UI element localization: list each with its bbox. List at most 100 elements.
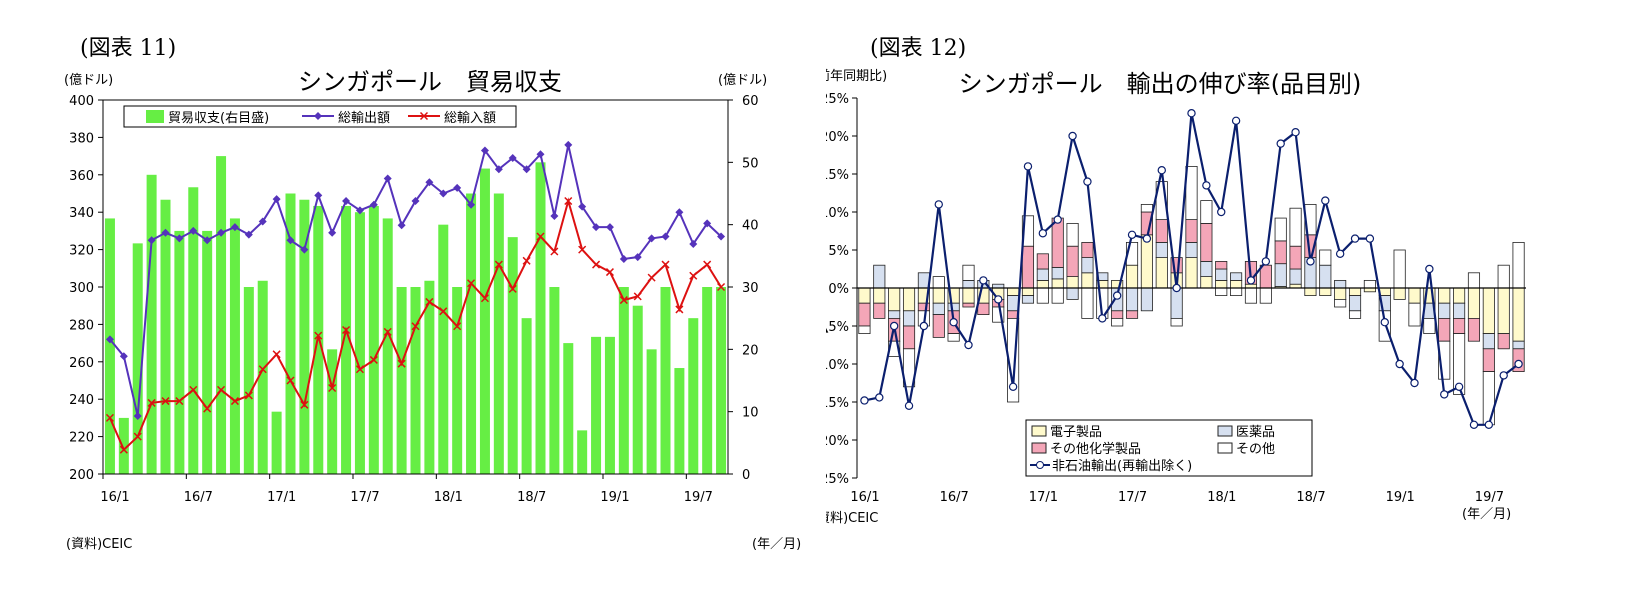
pharma-bar [873,264,886,289]
y-tick-label: 0% [828,282,849,297]
exports-point [564,140,573,149]
exports-point [133,412,142,421]
legend-imports-label: 総輸入額 [444,111,496,126]
y-tick-label: ▲5% [826,320,849,335]
exports-point [105,335,114,344]
exports-point [244,230,253,239]
x-tick-label: 18/7 [517,490,546,505]
y-left-tick-label: 220 [69,431,94,446]
exports-point [550,211,559,220]
y-left-tick-label: 360 [69,169,94,184]
x-unit-label: (年／月) [752,537,801,552]
balance-bar [202,230,213,474]
pharma-bar [888,310,901,319]
non-oil-exports-point [1276,139,1285,148]
x-tick-label: 18/7 [1296,490,1325,505]
other-bar [902,348,916,388]
non-oil-exports-point [1365,234,1375,243]
exports-point [647,234,656,243]
export-growth-chart: シンガポール 輸出の伸び率(品目別) (前年同期比) 25% 20% 15% 10% 5% 0… [826,68,1526,526]
other-bar [932,276,945,289]
x-tick-label: 16/7 [940,490,969,505]
imports-point [717,282,726,292]
non-oil-exports-point [1395,359,1404,369]
imports-point [147,398,156,407]
x-tick-label: 19/7 [1475,490,1504,505]
electronics-bar [1408,287,1421,304]
electronics-bar [1066,276,1079,289]
x-tick-label: 17/7 [1118,490,1147,505]
legend-electronics-swatch [1031,425,1047,437]
other-bar [1244,287,1258,304]
y-left-tick-label: 320 [69,244,94,259]
y-left-tick-label: 400 [69,94,94,109]
x-tick-label: 17/7 [350,490,379,505]
balance-bar [716,287,727,474]
non-oil-exports-point [919,321,929,331]
electronics-bar [1304,287,1317,296]
y-tick-label: 10% [826,206,849,221]
balance-bar [146,174,157,475]
other-bar [1423,317,1436,334]
other-bar [1200,200,1213,224]
pharma-bar [902,310,916,327]
other-bar [1185,165,1198,220]
electronics-bar [1125,264,1139,289]
balance-bar [327,349,338,474]
exports-point [230,223,239,232]
legend-balance-label: 貿易収支(右目盛) [168,111,269,126]
pharma-bar [1170,287,1183,319]
legend-other-label: その他 [1236,442,1275,457]
pharma-bar [1185,241,1198,258]
balance-bar [618,287,629,474]
balance-bar [479,168,490,475]
imports-point [467,279,476,288]
source-label: (資料)CEIC [66,537,132,552]
balance-bar [257,280,268,474]
x-tick-label: 17/1 [267,490,296,505]
balance-bar [702,287,713,474]
imports-point [647,273,656,282]
electronics-bar [1230,279,1243,289]
exports-point [703,219,712,228]
electronics-bar [1438,287,1451,304]
balance-bar [132,243,143,474]
non-oil-exports-point [1023,162,1033,171]
non-oil-exports-point [1454,382,1464,391]
electronics-bar [1348,287,1362,296]
non-oil-exports-point [994,295,1003,304]
imports-point [661,260,670,269]
exports-point [258,217,267,226]
imports-point [342,325,351,335]
y-tick-label: 15% [826,168,849,183]
non-oil-exports-point [1499,371,1508,380]
balance-bar [452,287,463,474]
pharma-bar [1007,295,1020,312]
y-right-tick-label: 20 [742,343,759,358]
figure-label-11: (図表 11) [80,36,177,61]
chemicals-bar [1453,317,1466,334]
legend-other-swatch [1217,442,1233,454]
imports-point [592,260,601,269]
chemicals-bar [977,302,990,316]
x-tick-label: 17/1 [1029,490,1058,505]
y-unit: (前年同期比) [826,68,887,84]
y-left-tick-label: 280 [69,318,94,333]
imports-point [328,383,337,393]
x-tick-label: 16/1 [100,490,129,505]
imports-point [494,260,503,269]
imports-point [189,385,198,394]
exports-point [480,146,489,155]
exports-point [508,153,517,162]
chemicals-bar [1482,348,1495,372]
balance-bar [493,193,504,474]
non-oil-exports-point [1469,420,1479,429]
pharma-bar [1081,257,1094,274]
chemicals-bar [917,302,930,312]
chemicals-bar [902,325,916,350]
non-oil-exports-point [1484,420,1494,429]
balance-bar [507,237,518,474]
other-bar [1289,207,1302,247]
other-bar [1453,333,1466,395]
imports-point [397,359,406,368]
